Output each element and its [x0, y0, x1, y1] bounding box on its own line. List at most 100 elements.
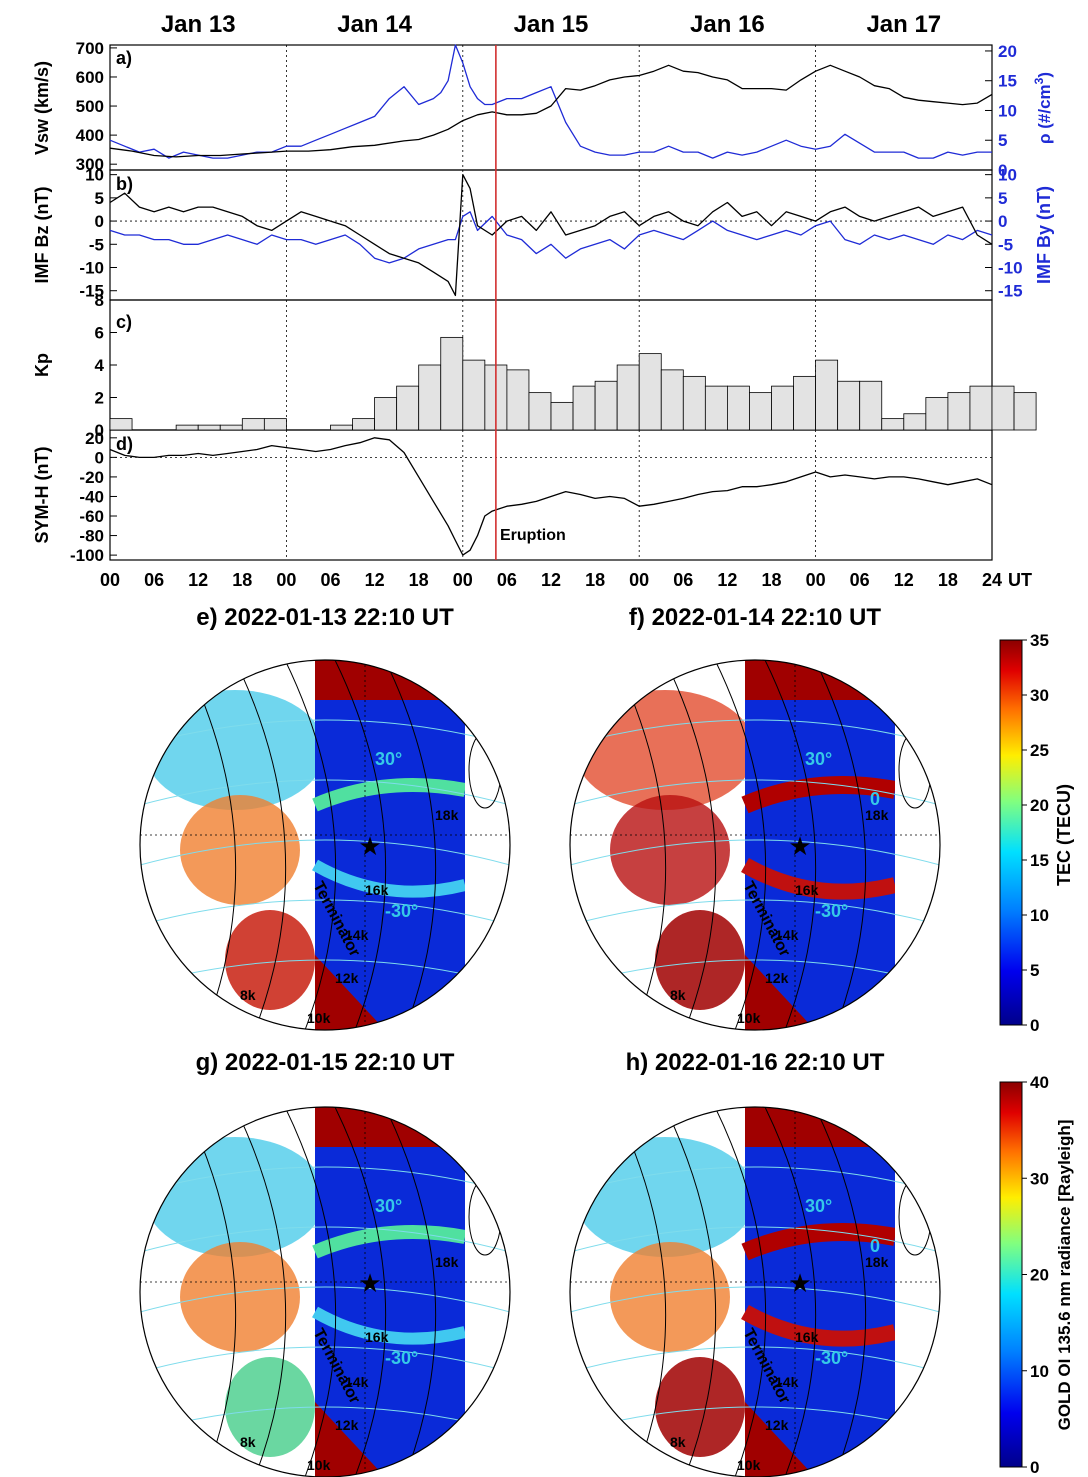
gold-colorbar-label: GOLD OI 135.6 nm radiance [Rayleigh]	[1055, 1120, 1074, 1431]
tec-region-north	[145, 1137, 325, 1257]
latitude-contour	[140, 839, 510, 866]
altitude-contour	[234, 1107, 287, 1477]
altitude-contour	[664, 1107, 717, 1477]
axis-tick-label: -100	[70, 546, 104, 565]
tec-region-north	[145, 690, 325, 810]
hour-tick-label: 18	[409, 570, 429, 590]
contour-label: 12k	[765, 1417, 789, 1433]
axis-tick-label: -5	[998, 235, 1013, 254]
gold-band-terminator	[315, 1402, 385, 1477]
hour-tick-label: 12	[365, 570, 385, 590]
date-label: Jan 13	[161, 11, 236, 38]
tec-region-equator	[610, 1242, 730, 1352]
hour-tick-label: 06	[320, 570, 340, 590]
altitude-contour	[664, 660, 717, 1030]
axis-tick-label: 0	[998, 212, 1007, 231]
hour-tick-label: 06	[673, 570, 693, 590]
tec-region-equator	[180, 795, 300, 905]
axis-tick-label: 600	[76, 68, 104, 87]
symh-axis-title: SYM-H (nT)	[32, 447, 52, 544]
latitude-contour	[570, 1286, 940, 1313]
tec-region-south	[655, 910, 745, 1010]
contour-label: 8k	[240, 1434, 256, 1450]
axis-tick-label: 10	[998, 166, 1017, 185]
latitude-contour	[140, 1166, 510, 1193]
kp-bar	[771, 385, 794, 431]
gold-crest-north	[741, 776, 897, 814]
kp-bar	[352, 418, 375, 431]
latitude-contour	[140, 1286, 510, 1313]
altitude-contour	[184, 660, 237, 1030]
axis-tick-label: -10	[998, 259, 1023, 278]
axis-tick-label: 0	[95, 448, 104, 467]
latitude-contour	[140, 1226, 510, 1253]
axis-tick-label: 2	[95, 389, 104, 408]
axis-tick-label: -5	[89, 235, 104, 254]
kp-bar	[594, 380, 618, 431]
hour-tick-label: 00	[453, 570, 473, 590]
altitude-contour	[814, 660, 867, 1030]
hour-tick-label: 06	[144, 570, 164, 590]
kp-bar	[616, 364, 640, 431]
kp-bar	[969, 385, 993, 431]
panel-c-tag: c)	[116, 312, 132, 332]
gold-crest-north	[741, 1223, 897, 1261]
contour-label: 12k	[335, 1417, 359, 1433]
gold-colorbar-ticks: 0 10 20 30 40	[1022, 1073, 1049, 1477]
density-axis-title: ρ (#/cm3)	[1032, 72, 1054, 144]
tec-colorbar-label: TEC (TECU)	[1054, 784, 1074, 886]
axis-tick-label: -60	[79, 507, 104, 526]
hour-tick-label: 18	[232, 570, 252, 590]
axis-tick-label: -15	[998, 282, 1023, 301]
date-label: Jan 16	[690, 11, 765, 38]
axis-tick-label: 4	[95, 356, 105, 375]
colorbar-tick-label: 30	[1030, 686, 1049, 705]
gold-crest-south	[312, 859, 467, 898]
latitude-label-north: 30°	[375, 1196, 402, 1216]
latitude-label-equator: 0	[870, 1236, 880, 1256]
altitude-contour	[764, 660, 817, 1030]
panel-b-frame	[109, 169, 993, 301]
kp-bar	[440, 336, 464, 431]
globe-outline	[139, 659, 511, 1031]
contour-label: 8k	[240, 987, 256, 1003]
panel-a-frame	[109, 44, 993, 171]
contour-label: 12k	[765, 970, 789, 986]
altitude-contour	[764, 1107, 817, 1477]
axis-tick-label: 10	[998, 101, 1017, 120]
hour-tick-label: 18	[585, 570, 605, 590]
gold-crest-south	[741, 858, 897, 900]
kp-bar	[528, 392, 552, 431]
kp-bar	[682, 375, 706, 431]
kp-bar	[396, 385, 420, 431]
globe-outline	[139, 1106, 511, 1477]
altitude-contour	[284, 660, 337, 1030]
colorbar-tick-label: 40	[1030, 1073, 1049, 1092]
colorbar-tick-label: 25	[1030, 741, 1049, 760]
latitude-label-south: -30°	[385, 901, 418, 921]
altitude-contour	[384, 660, 437, 1030]
globe-outline	[569, 1106, 941, 1477]
hour-tick-labels: 00 06 12 18 00 06 12 18 00 06 12 18 00 06 12 18 00 06 12 18…	[100, 570, 1002, 590]
hour-tick-label: 00	[806, 570, 826, 590]
axis-tick-label: 0	[95, 421, 104, 440]
kp-axis-title: Kp	[32, 353, 52, 377]
latitude-contour	[570, 719, 940, 746]
latitude-label-north: 30°	[805, 1196, 832, 1216]
tec-region-north	[575, 1137, 755, 1257]
hour-tick-label: 06	[497, 570, 517, 590]
kp-bar	[418, 364, 442, 431]
axis-tick-label: 10	[85, 166, 104, 185]
hour-tick-label: 12	[717, 570, 737, 590]
axis-tick-label: 15	[998, 72, 1017, 91]
colorbar-tick-label: 30	[1030, 1169, 1049, 1188]
map-e-title: e) 2022-01-13 22:10 UT	[196, 604, 454, 631]
tec-colorbar-ramp	[999, 639, 1023, 1026]
contour-label: 16k	[795, 1329, 819, 1345]
contour-label: 14k	[345, 1374, 369, 1390]
contour-label: 18k	[435, 1254, 459, 1270]
latitude-label-north: 30°	[375, 749, 402, 769]
gold-band-terminator	[315, 955, 385, 1030]
axis-tick-label: -20	[79, 468, 104, 487]
